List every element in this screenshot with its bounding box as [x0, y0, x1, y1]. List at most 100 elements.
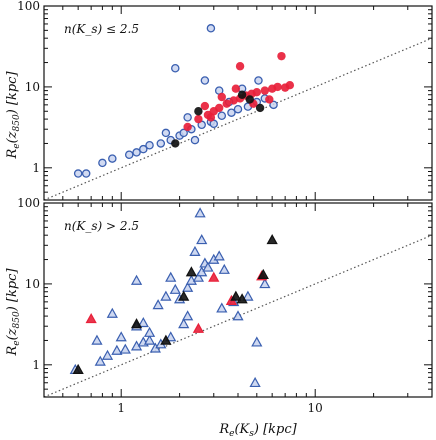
- data-point-black: [230, 290, 242, 301]
- data-point-red: [200, 101, 210, 111]
- data-point-blue: [249, 376, 261, 388]
- data-point-black: [178, 290, 190, 301]
- data-point-blue: [178, 318, 190, 329]
- data-point-red: [277, 51, 286, 61]
- y-tick-label: 10: [25, 80, 40, 94]
- data-point-blue: [232, 310, 244, 321]
- top-panel: 1 10 100 n(K_s) ≤ 2.5: [17, 0, 433, 201]
- data-point-blue: [259, 278, 271, 289]
- bottom-panel: 1 10 100 1 10 n(K_s) > 2.5: [17, 196, 433, 415]
- y-tick-label: 10: [25, 277, 40, 291]
- data-point-blue: [98, 158, 107, 168]
- data-point-blue: [216, 302, 228, 313]
- data-point-blue: [218, 263, 230, 274]
- y-tick-label: 100: [17, 0, 40, 13]
- data-point-black: [257, 268, 269, 279]
- data-point-black: [171, 139, 180, 148]
- data-point-red: [273, 82, 282, 92]
- data-point-blue: [73, 169, 83, 178]
- data-point-blue: [189, 245, 201, 256]
- data-point-black: [185, 266, 197, 277]
- data-point-blue: [179, 128, 188, 138]
- data-point-blue: [254, 76, 263, 85]
- data-point-blue: [101, 349, 114, 360]
- data-point-red: [183, 122, 192, 132]
- panel-annotation: n(K_s) > 2.5: [64, 219, 139, 233]
- y-tick-label: 100: [17, 196, 40, 210]
- x-tick-label: 10: [308, 401, 323, 415]
- data-point-red: [85, 313, 97, 324]
- data-point-black: [236, 293, 248, 304]
- y-tick-label: 1: [32, 161, 40, 175]
- data-point-blue: [137, 317, 149, 328]
- data-point-blue: [196, 234, 208, 245]
- data-point-blue: [206, 24, 216, 33]
- x-tick-label: 1: [117, 401, 125, 415]
- data-point-blue: [194, 207, 206, 218]
- data-point-blue: [202, 261, 214, 272]
- data-point-blue: [160, 290, 172, 301]
- data-point-black: [194, 107, 203, 116]
- data-point-black: [160, 334, 172, 345]
- data-point-blue: [169, 283, 181, 294]
- data-point-red: [265, 95, 274, 104]
- data-point-blue: [242, 290, 254, 301]
- data-point-blue: [213, 250, 225, 261]
- data-point-blue: [171, 64, 180, 73]
- y-axis-label-bottom: Re(z850) [kpc]: [5, 268, 22, 357]
- x-axis-label: Re(Ks) [kpc]: [218, 422, 297, 439]
- one-to-one-line: [43, 37, 433, 201]
- data-point-blue: [233, 104, 243, 114]
- data-point-red: [206, 113, 216, 122]
- data-point-red: [194, 114, 203, 124]
- data-point-red: [285, 80, 295, 90]
- data-point-blue: [139, 144, 148, 154]
- data-point-blue: [227, 108, 236, 117]
- data-point-blue: [81, 169, 91, 178]
- data-point-blue: [106, 307, 118, 318]
- data-point-blue: [152, 299, 164, 310]
- data-point-blue: [132, 148, 141, 157]
- data-point-blue: [111, 344, 123, 355]
- data-point-blue: [124, 150, 134, 160]
- y-tick-label: 1: [32, 358, 40, 372]
- data-point-red: [260, 86, 270, 95]
- data-point-blue: [165, 271, 177, 282]
- data-point-blue: [91, 334, 103, 345]
- data-point-blue: [161, 128, 171, 138]
- data-point-blue: [165, 331, 177, 342]
- data-point-red: [222, 99, 231, 108]
- data-point-blue: [185, 274, 197, 285]
- data-point-blue: [108, 154, 117, 163]
- data-point-red: [217, 92, 226, 102]
- data-point-blue: [200, 76, 210, 85]
- data-point-red: [192, 322, 205, 333]
- data-point-black: [266, 234, 278, 245]
- data-point-blue: [217, 111, 227, 120]
- data-point-red: [231, 84, 241, 93]
- data-point-blue: [192, 271, 205, 282]
- plot-frame: [43, 202, 433, 398]
- plot-frame: [43, 5, 433, 201]
- data-point-blue: [182, 310, 194, 321]
- data-point-red: [252, 88, 262, 97]
- data-point-black: [255, 103, 265, 113]
- data-point-blue: [143, 334, 156, 345]
- y-axis-label-top: Re(z850) [kpc]: [5, 71, 22, 160]
- data-point-blue: [182, 281, 194, 292]
- data-point-red: [208, 271, 220, 282]
- data-point-blue: [145, 141, 154, 150]
- data-point-blue: [251, 336, 263, 347]
- data-point-blue: [94, 355, 106, 366]
- data-point-red: [214, 103, 224, 113]
- data-point-red: [235, 62, 245, 71]
- data-point-blue: [190, 135, 200, 145]
- data-point-blue: [269, 100, 278, 110]
- data-point-black: [245, 95, 254, 104]
- data-point-black: [237, 90, 247, 99]
- data-point-blue: [119, 343, 131, 354]
- data-point-red: [229, 96, 238, 105]
- data-point-blue: [115, 331, 127, 342]
- data-point-blue: [156, 139, 166, 148]
